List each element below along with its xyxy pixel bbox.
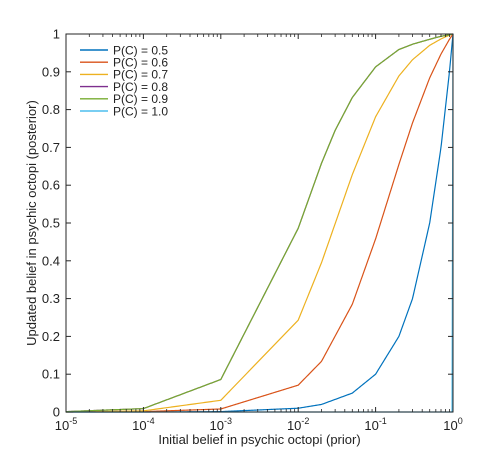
y-tick-label-7: 0.7 — [42, 140, 60, 155]
y-tick-label-5: 0.5 — [42, 216, 60, 231]
legend-label-6: P(C) = 1.0 — [113, 104, 168, 118]
legend-label-2: P(C) = 0.6 — [113, 56, 168, 70]
y-tick-label-3: 0.3 — [42, 291, 60, 306]
y-tick-label-1: 0.1 — [42, 367, 60, 382]
legend-label-3: P(C) = 0.7 — [113, 68, 168, 82]
series-line-5 — [65, 33, 454, 413]
y-tick-label-8: 0.8 — [42, 102, 60, 117]
y-tick-label-9: 0.9 — [42, 64, 60, 79]
y-tick-label-4: 0.4 — [42, 253, 60, 268]
y-tick-label-2: 0.2 — [42, 329, 60, 344]
plot-area — [66, 34, 453, 412]
legend-label-5: P(C) = 0.9 — [113, 92, 168, 106]
x-axis-label: Initial belief in psychic octopi (prior) — [158, 432, 360, 447]
legend-label-1: P(C) = 0.5 — [113, 43, 168, 57]
series-line-3 — [65, 33, 454, 413]
x-tick-label-3: 10-2 — [287, 416, 309, 433]
axes-layer — [65, 33, 454, 413]
y-axis-label: Updated belief in psychic octopi (poster… — [24, 100, 39, 346]
tick-label-layer: 10-5 10-4 10-3 10-2 10-1 100 0 0.1 0.2 0.3 0.4 0.5 0… — [42, 27, 463, 434]
x-tick-label-1: 10-4 — [132, 416, 154, 433]
y-tick-label-0: 0 — [53, 405, 60, 420]
x-tick-label-0: 10-5 — [55, 416, 77, 433]
legend: P(C) = 0.5P(C) = 0.6P(C) = 0.7P(C) = 0.8… — [80, 43, 168, 118]
legend-label-4: P(C) = 0.8 — [113, 80, 168, 94]
x-tick-label-2: 10-3 — [210, 416, 232, 433]
x-tick-label-5: 100 — [443, 416, 462, 433]
y-tick-label-6: 0.6 — [42, 178, 60, 193]
y-tick-label-10: 1 — [53, 27, 60, 42]
x-tick-label-4: 10-1 — [364, 416, 386, 433]
